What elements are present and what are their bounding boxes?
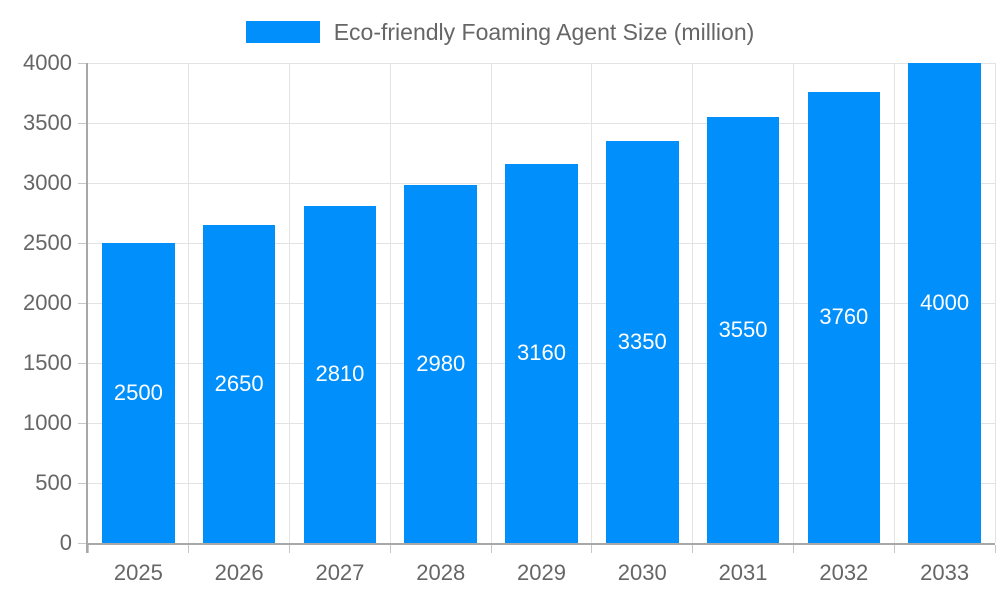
y-axis-tick: [78, 242, 86, 244]
gridline-vertical: [591, 63, 593, 543]
y-axis-line: [86, 63, 88, 553]
y-axis-label: 1000: [23, 410, 72, 435]
gridline-vertical: [490, 63, 492, 543]
x-axis-line: [88, 543, 995, 545]
x-axis-tick: [490, 545, 492, 553]
bar-value-label: 2650: [214, 371, 264, 396]
bar-value-label: 2500: [113, 380, 163, 405]
y-axis-tick: [78, 122, 86, 124]
legend-label: Eco-friendly Foaming Agent Size (million…: [333, 18, 755, 45]
x-axis-label: 2030: [617, 560, 667, 585]
y-axis-label: 0: [59, 530, 72, 555]
x-axis-tick: [188, 545, 190, 553]
bar-value-label: 3550: [718, 317, 768, 342]
x-axis-tick: [87, 545, 89, 553]
bar-value-label: 4000: [920, 290, 970, 315]
gridline-vertical: [289, 63, 291, 543]
bar-value-label: 3350: [617, 329, 667, 354]
bar-2030[interactable]: [605, 141, 679, 543]
y-axis-tick: [78, 422, 86, 424]
bar-2027[interactable]: [303, 205, 377, 543]
x-axis-label: 2032: [819, 560, 869, 585]
gridline-vertical: [893, 63, 895, 543]
bar-value-label: 2980: [416, 351, 466, 377]
y-axis-label: 3000: [23, 170, 72, 195]
x-axis-label: 2026: [214, 560, 264, 585]
gridline-vertical: [792, 63, 794, 543]
gridline-vertical: [389, 63, 391, 543]
bar-value-label: 3760: [819, 304, 869, 330]
y-axis-tick: [78, 362, 86, 364]
bar-value-label: 3160: [517, 340, 566, 366]
y-axis-label: 1500: [23, 350, 72, 375]
x-axis-tick: [994, 545, 996, 553]
gridline-vertical: [188, 63, 190, 543]
y-axis-label: 3500: [23, 110, 72, 135]
x-axis-tick: [792, 545, 794, 553]
legend-swatch-icon: [245, 21, 320, 43]
bar-2025[interactable]: [102, 243, 175, 543]
x-axis-label: 2033: [920, 560, 970, 585]
bar-2032[interactable]: [807, 91, 881, 543]
y-axis-tick: [78, 482, 86, 484]
gridline-horizontal: [88, 62, 995, 64]
gridline-horizontal: [88, 122, 995, 124]
y-axis-label: 2000: [23, 290, 72, 315]
y-axis-tick: [78, 542, 86, 544]
x-axis-tick: [289, 545, 291, 553]
y-axis-label: 4000: [23, 50, 72, 75]
y-axis-label: 2500: [23, 230, 72, 255]
x-axis-label: 2028: [416, 560, 466, 585]
bar-2026[interactable]: [202, 225, 276, 543]
x-axis-tick: [893, 545, 895, 553]
x-axis-tick: [389, 545, 391, 553]
x-axis-tick: [692, 545, 694, 553]
gridline-vertical: [692, 63, 694, 543]
x-axis-label: 2031: [718, 560, 768, 585]
y-axis-tick: [78, 182, 86, 184]
y-axis-tick: [78, 62, 86, 64]
x-axis-label: 2027: [315, 560, 365, 585]
bar-2029[interactable]: [505, 163, 578, 543]
chart-legend[interactable]: Eco-friendly Foaming Agent Size (million…: [0, 19, 1000, 45]
y-axis-label: 500: [35, 470, 72, 495]
bar-value-label: 2810: [315, 361, 365, 387]
bar-2031[interactable]: [706, 117, 780, 543]
x-axis-label: 2029: [517, 560, 566, 585]
bar-2028[interactable]: [404, 185, 477, 543]
y-axis-tick: [78, 302, 86, 304]
gridline-vertical: [994, 63, 996, 543]
x-axis-tick: [591, 545, 593, 553]
bar-2033[interactable]: [908, 63, 981, 543]
x-axis-label: 2025: [113, 560, 163, 585]
